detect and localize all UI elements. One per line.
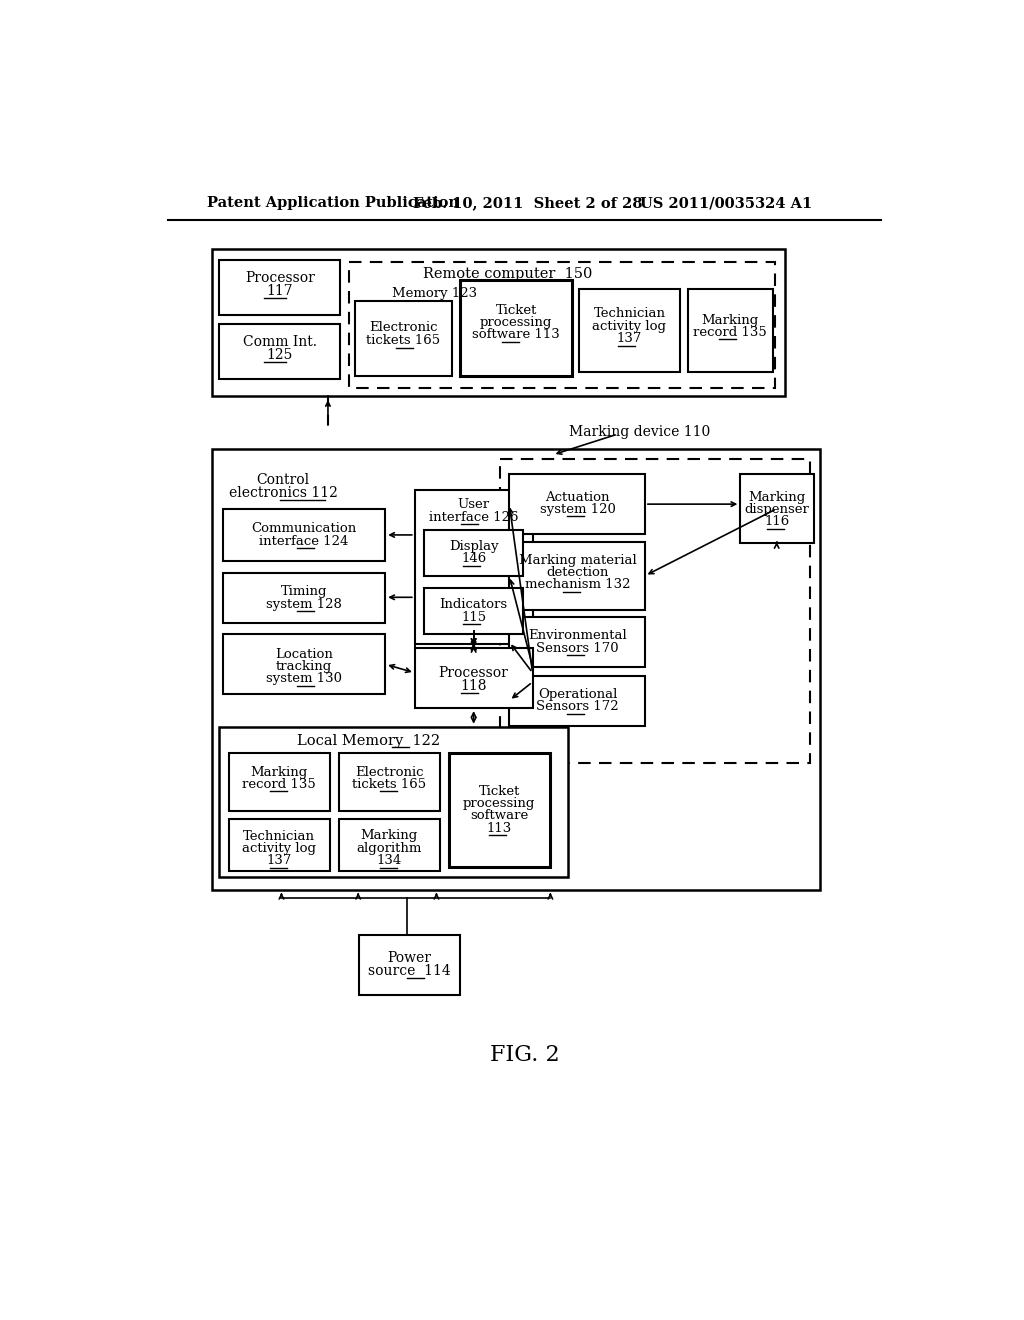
Text: dispenser: dispenser (744, 503, 809, 516)
Bar (219, 323, 340, 379)
Text: Sensors 172: Sensors 172 (537, 700, 618, 713)
Bar (359, 935, 460, 995)
Text: system 130: system 130 (266, 672, 342, 685)
Text: 125: 125 (266, 347, 293, 362)
Text: Marking device 110: Marking device 110 (569, 425, 710, 438)
Text: Control: Control (256, 474, 309, 487)
Text: Indicators: Indicators (439, 598, 508, 611)
Text: software 113: software 113 (472, 329, 560, 342)
Text: Processor: Processor (245, 271, 314, 285)
Text: Technician: Technician (594, 308, 666, 321)
Text: Electronic: Electronic (355, 766, 424, 779)
Text: Memory 123: Memory 123 (391, 286, 476, 300)
Text: Local Memory  122: Local Memory 122 (297, 734, 440, 747)
Text: FIG. 2: FIG. 2 (490, 1044, 559, 1067)
Text: US 2011/0035324 A1: US 2011/0035324 A1 (640, 197, 812, 210)
Text: Marking material: Marking material (518, 554, 636, 566)
Text: 117: 117 (266, 284, 293, 298)
Text: tracking: tracking (275, 660, 332, 673)
Text: 116: 116 (764, 515, 790, 528)
Text: algorithm: algorithm (356, 842, 422, 855)
Text: Communication: Communication (251, 523, 356, 536)
Bar (509, 618, 645, 668)
Bar (222, 573, 385, 623)
Bar (424, 589, 523, 635)
Bar (339, 752, 439, 810)
Text: Ticket: Ticket (496, 304, 537, 317)
Text: interface 126: interface 126 (429, 511, 518, 524)
Text: system 128: system 128 (266, 598, 342, 611)
Text: software: software (470, 809, 528, 822)
Bar (355, 301, 452, 376)
Text: 113: 113 (486, 822, 512, 834)
Text: processing: processing (480, 315, 553, 329)
Text: Timing: Timing (281, 585, 328, 598)
Text: Technician: Technician (243, 829, 315, 842)
Bar (212, 249, 785, 396)
Bar (222, 508, 385, 561)
Bar (212, 449, 820, 890)
Bar (509, 543, 645, 610)
Bar (424, 529, 523, 576)
Bar (349, 263, 775, 388)
Bar (222, 635, 385, 694)
Text: Electronic: Electronic (369, 321, 437, 334)
Text: 118: 118 (461, 678, 486, 693)
Text: record 135: record 135 (693, 326, 767, 339)
Text: source  114: source 114 (368, 964, 451, 978)
Text: User: User (458, 499, 489, 511)
Bar (509, 676, 645, 726)
Text: Ticket: Ticket (478, 785, 520, 797)
Bar (228, 752, 330, 810)
Text: Actuation: Actuation (545, 491, 609, 504)
Text: activity log: activity log (593, 319, 667, 333)
Text: record 135: record 135 (243, 777, 316, 791)
Text: tickets 165: tickets 165 (366, 334, 440, 347)
Text: processing: processing (463, 797, 536, 810)
Bar (219, 260, 340, 315)
Text: interface 124: interface 124 (259, 535, 348, 548)
Bar (460, 280, 572, 376)
Bar (219, 726, 568, 876)
Text: Feb. 10, 2011  Sheet 2 of 28: Feb. 10, 2011 Sheet 2 of 28 (414, 197, 643, 210)
Text: Display: Display (449, 540, 499, 553)
Bar (228, 818, 330, 871)
Text: Power: Power (387, 950, 431, 965)
Bar (740, 474, 814, 544)
Text: Processor: Processor (438, 665, 509, 680)
Text: Location: Location (275, 648, 333, 661)
Bar (449, 752, 550, 867)
Text: Marking: Marking (251, 766, 308, 779)
Bar (579, 289, 680, 372)
Text: Sensors 170: Sensors 170 (537, 642, 618, 655)
Text: Marking: Marking (360, 829, 418, 842)
Text: Marking: Marking (749, 491, 805, 504)
Text: Patent Application Publication: Patent Application Publication (207, 197, 459, 210)
Text: Remote computer  150: Remote computer 150 (423, 267, 593, 281)
Text: electronics 112: electronics 112 (228, 486, 338, 499)
Text: system 120: system 120 (540, 503, 615, 516)
Text: mechanism 132: mechanism 132 (524, 578, 630, 591)
Text: 137: 137 (266, 854, 292, 867)
Bar (500, 459, 810, 763)
Text: 137: 137 (616, 333, 642, 345)
Text: Environmental: Environmental (528, 630, 627, 643)
Bar (687, 289, 773, 372)
Bar (415, 648, 532, 708)
Bar (509, 474, 645, 535)
Text: 146: 146 (461, 552, 486, 565)
Text: detection: detection (547, 566, 608, 579)
Text: 134: 134 (377, 854, 401, 867)
Text: Operational: Operational (538, 688, 617, 701)
Text: tickets 165: tickets 165 (352, 777, 426, 791)
Text: 115: 115 (461, 611, 486, 624)
Bar (415, 490, 532, 644)
Text: Comm Int.: Comm Int. (243, 335, 316, 348)
Text: Marking: Marking (701, 314, 759, 326)
Bar (339, 818, 439, 871)
Text: activity log: activity log (242, 842, 316, 855)
